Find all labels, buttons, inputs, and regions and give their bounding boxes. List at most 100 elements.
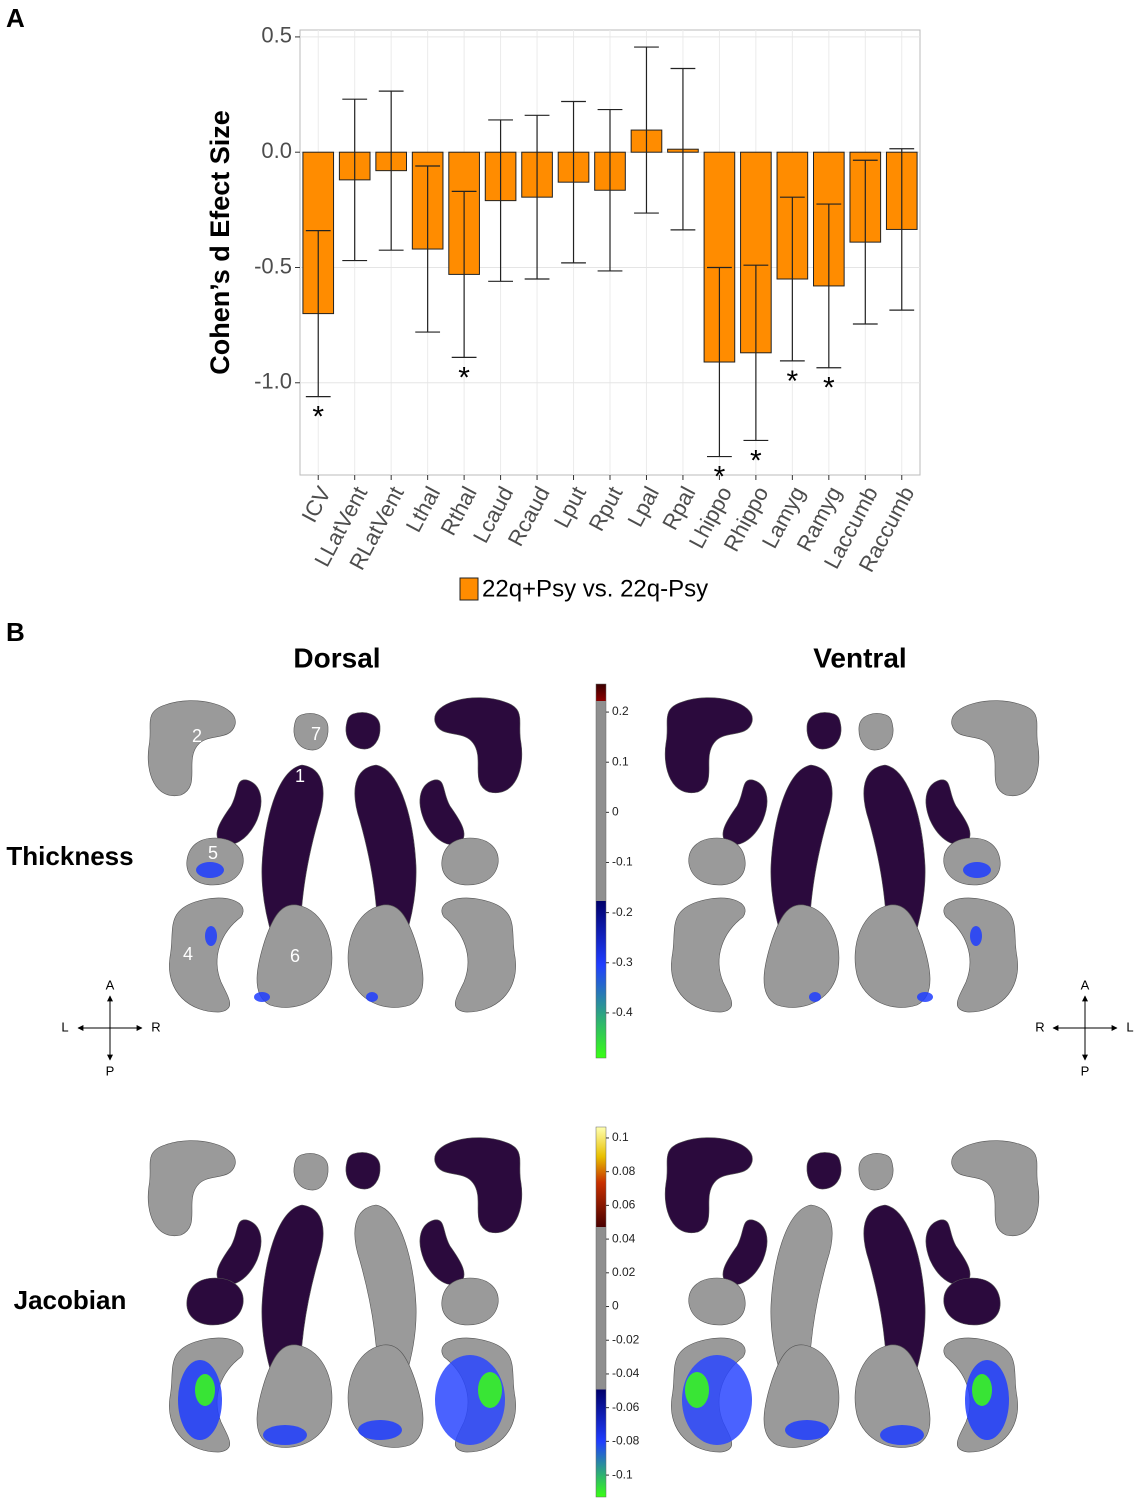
significance-label: *	[750, 444, 762, 477]
colorbar-tick-label: -0.1	[612, 855, 633, 869]
error-bar	[634, 46, 659, 214]
colorbar-tick-label: 0.08	[612, 1164, 636, 1178]
structure-label: 4	[183, 944, 193, 964]
brain-structure	[441, 897, 517, 1013]
error-bar	[707, 266, 732, 458]
error-bar	[561, 100, 586, 264]
significance-label: *	[823, 372, 835, 405]
y-axis-title: Cohen’s d Efect Size	[205, 110, 235, 375]
effect-patch	[880, 1425, 924, 1445]
brain-view	[664, 1137, 1040, 1453]
error-bar	[305, 229, 331, 398]
colorbar-tick-label: -0.1	[612, 1467, 633, 1481]
brain-view	[664, 697, 1040, 1013]
legend-swatch	[459, 577, 479, 601]
brain-structure	[925, 779, 971, 846]
colorbar-tick-label: 0.06	[612, 1198, 636, 1212]
brain-structure	[858, 1153, 894, 1191]
significance-label: *	[312, 401, 324, 434]
panel-label: A	[6, 3, 25, 33]
colorbar-tick-label: 0.1	[612, 1130, 629, 1144]
brain-structure	[664, 697, 753, 794]
structure-label: 7	[311, 724, 321, 744]
orientation: A P L R A P R L	[61, 977, 1133, 1078]
x-tick-label: Rput	[584, 482, 628, 535]
y-tick-label: -0.5	[254, 253, 292, 278]
brain-structure	[419, 779, 465, 846]
brain-structure	[434, 697, 523, 794]
effect-patch	[196, 862, 224, 878]
colorbar-tick-label: -0.02	[612, 1332, 640, 1346]
y-tick-label: 0.0	[261, 138, 292, 163]
orientation-label: A	[106, 977, 115, 992]
significance-label: *	[787, 365, 799, 398]
effect-patch	[205, 926, 217, 946]
brain-structure	[722, 1219, 768, 1286]
brain-renderings	[147, 697, 1040, 1453]
error-bar	[488, 119, 513, 282]
brain-view	[147, 697, 523, 1013]
orientation-label: P	[1081, 1063, 1090, 1078]
brain-structure	[216, 779, 262, 846]
brain-structure	[688, 1277, 746, 1326]
colorbar-tick-label: 0.1	[612, 754, 629, 768]
error-bar	[342, 98, 368, 262]
colorbar-tick-label: 0	[612, 1299, 619, 1313]
structure-label: 5	[208, 843, 218, 863]
brain-structure	[216, 1219, 262, 1286]
orientation-label: R	[151, 1019, 160, 1034]
brain-structure	[347, 904, 424, 1008]
brain-structure	[419, 1219, 465, 1286]
colorbar-tick-label: 0.2	[612, 704, 629, 718]
effect-patch	[478, 1372, 502, 1408]
y-tick-label: 0.5	[261, 23, 292, 48]
colorbar-tick-label: -0.2	[612, 905, 633, 919]
error-bar	[889, 148, 915, 311]
brain-structure	[147, 1140, 236, 1237]
brain-structure	[806, 712, 842, 750]
structure-label: 3	[227, 774, 237, 794]
brain-structure	[951, 1140, 1040, 1237]
orientation-label: L	[61, 1019, 68, 1034]
effect-patch	[358, 1420, 402, 1440]
effect-patch	[809, 992, 821, 1002]
error-bar	[378, 90, 404, 251]
column-title: Ventral	[813, 642, 906, 673]
effect-patch	[963, 862, 991, 878]
effect-patch	[685, 1372, 709, 1408]
colorbar-tick-label: 0.02	[612, 1265, 636, 1279]
brain-structure	[951, 700, 1040, 797]
effect-patch	[970, 926, 982, 946]
error-bar	[816, 203, 842, 369]
brain-structure	[147, 700, 236, 797]
row-title: Jacobian	[14, 1285, 127, 1315]
colorbar-tick-label: 0.04	[612, 1231, 636, 1245]
row-title: Thickness	[6, 841, 133, 871]
brain-structure	[943, 1277, 1001, 1326]
brain-structure	[168, 897, 244, 1013]
significance-label: *	[458, 361, 470, 394]
brain-structure	[943, 837, 1001, 886]
error-bar	[524, 114, 550, 280]
y-tick-label: -1.0	[254, 369, 292, 394]
brain-structure	[858, 713, 894, 751]
brain-structure	[441, 837, 499, 886]
structure-label: 2	[192, 726, 202, 746]
colorbar-tick-label: -0.04	[612, 1366, 640, 1380]
legend-label: 22q+Psy vs. 22q-Psy	[482, 575, 708, 602]
error-bar	[852, 159, 878, 325]
error-bar	[451, 190, 477, 359]
effect-patch	[917, 992, 933, 1002]
brain-structure	[345, 712, 381, 750]
brain-view	[147, 1137, 523, 1453]
brain-structure	[434, 1137, 523, 1234]
brain-structure	[925, 1219, 971, 1286]
brain-structure	[186, 1277, 244, 1326]
brain-structure	[806, 1152, 842, 1190]
orientation-label: L	[1126, 1019, 1133, 1034]
panel-label: B	[6, 617, 25, 647]
orientation-label: R	[1035, 1019, 1044, 1034]
orientation-label: A	[1081, 977, 1090, 992]
brain-structure	[441, 1277, 499, 1326]
